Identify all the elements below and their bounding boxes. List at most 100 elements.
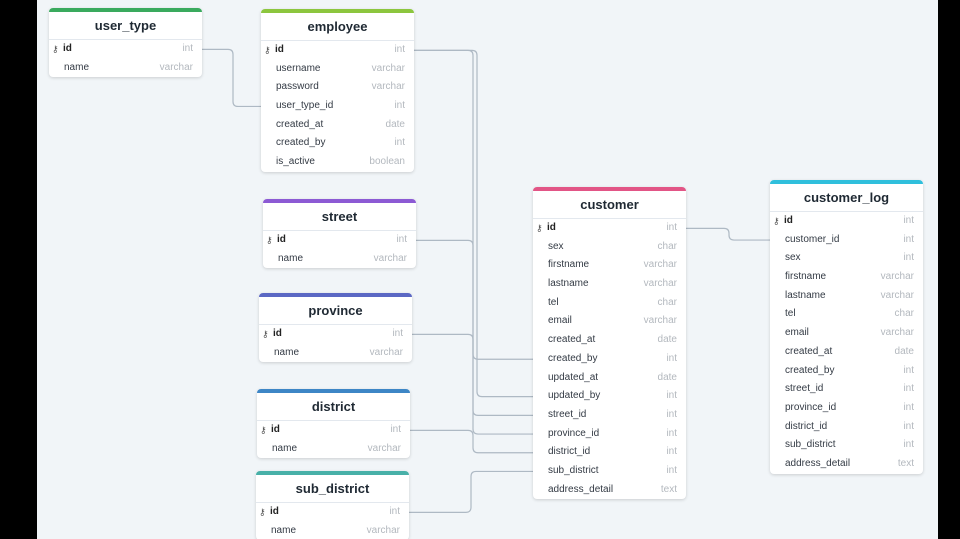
field-row-created_at[interactable]: created_at date [533, 331, 686, 350]
table-color-bar [770, 180, 923, 184]
field-row-created_at[interactable]: created_at date [770, 343, 923, 362]
field-name: firstname [548, 259, 590, 271]
field-row-lastname[interactable]: lastname varchar [533, 275, 686, 294]
field-name: id [273, 328, 282, 339]
field-row-updated_by[interactable]: updated_by int [533, 387, 686, 406]
field-row-address_detail[interactable]: address_detail text [533, 481, 686, 500]
field-type: int [903, 401, 914, 413]
table-title[interactable]: province [259, 297, 412, 325]
field-row-address_detail[interactable]: address_detail text [770, 455, 923, 474]
field-type: varchar [880, 289, 914, 301]
relation-line[interactable] [409, 470, 533, 513]
field-row-firstname[interactable]: firstname varchar [533, 256, 686, 275]
table-title[interactable]: customer [533, 191, 686, 219]
field-row-name[interactable]: name varchar [256, 522, 409, 539]
field-row-created_at[interactable]: created_at date [261, 116, 414, 135]
field-name: address_detail [785, 457, 851, 469]
field-type: char [894, 308, 914, 320]
relation-line[interactable] [412, 333, 533, 435]
field-type: char [657, 240, 677, 252]
field-name: created_at [548, 334, 596, 346]
field-row-username[interactable]: username varchar [261, 60, 414, 79]
field-name: lastname [785, 289, 826, 301]
field-row-province_id[interactable]: province_id int [770, 399, 923, 418]
erd-canvas[interactable]: user_type ⚷ id int name varchar employee ⚷ id in… [37, 0, 938, 539]
field-type: date [657, 334, 677, 346]
field-row-name[interactable]: name varchar [257, 440, 410, 459]
table-title[interactable]: employee [261, 13, 414, 41]
field-name: id [275, 44, 284, 55]
field-row-created_by[interactable]: created_by int [770, 362, 923, 381]
table-employee[interactable]: employee ⚷ id int username varchar password var… [261, 9, 414, 172]
table-customer[interactable]: customer ⚷ id int sex char firstname varchar las… [533, 187, 686, 500]
table-customer_log[interactable]: customer_log ⚷ id int customer_id int sex int fi… [770, 180, 923, 474]
field-name: sub_district [785, 439, 836, 451]
field-row-tel[interactable]: tel char [770, 305, 923, 324]
field-name: created_by [276, 137, 326, 149]
field-row-firstname[interactable]: firstname varchar [770, 268, 923, 287]
field-row-tel[interactable]: tel char [533, 294, 686, 313]
field-row-id[interactable]: ⚷ id int [261, 41, 414, 60]
field-row-updated_at[interactable]: updated_at date [533, 369, 686, 388]
field-row-email[interactable]: email varchar [770, 324, 923, 343]
field-row-sex[interactable]: sex int [770, 249, 923, 268]
table-title[interactable]: user_type [49, 12, 202, 40]
field-row-street_id[interactable]: street_id int [533, 406, 686, 425]
relation-line[interactable] [414, 49, 533, 398]
field-row-district_id[interactable]: district_id int [533, 443, 686, 462]
field-row-email[interactable]: email varchar [533, 312, 686, 331]
field-row-sex[interactable]: sex char [533, 238, 686, 257]
field-row-province_id[interactable]: province_id int [533, 425, 686, 444]
table-title[interactable]: street [263, 203, 416, 231]
relation-line[interactable] [202, 48, 261, 108]
field-row-created_by[interactable]: created_by int [261, 134, 414, 153]
field-row-id[interactable]: ⚷ id int [259, 325, 412, 344]
field-row-name[interactable]: name varchar [259, 344, 412, 363]
field-type: int [903, 252, 914, 264]
table-street[interactable]: street ⚷ id int name varchar [263, 199, 416, 269]
field-type: date [385, 118, 405, 130]
field-row-sub_district[interactable]: sub_district int [533, 462, 686, 481]
field-row-is_active[interactable]: is_active boolean [261, 153, 414, 172]
field-row-street_id[interactable]: street_id int [770, 380, 923, 399]
field-name: customer_id [785, 233, 840, 245]
field-row-district_id[interactable]: district_id int [770, 418, 923, 437]
relation-line[interactable] [686, 227, 770, 241]
field-type: int [666, 222, 677, 233]
field-row-id[interactable]: ⚷ id int [533, 219, 686, 238]
table-title[interactable]: district [257, 393, 410, 421]
table-title[interactable]: sub_district [256, 475, 409, 503]
field-row-user_type_id[interactable]: user_type_id int [261, 97, 414, 116]
field-row-name[interactable]: name varchar [49, 59, 202, 78]
table-sub_district[interactable]: sub_district ⚷ id int name varchar [256, 471, 409, 539]
primary-key-icon: ⚷ [52, 44, 59, 54]
field-type: int [390, 424, 401, 435]
field-type: int [903, 383, 914, 395]
field-row-lastname[interactable]: lastname varchar [770, 287, 923, 306]
field-name: tel [548, 296, 559, 308]
field-name: sex [548, 240, 564, 252]
field-type: int [666, 446, 677, 458]
field-type: int [394, 137, 405, 149]
field-row-sub_district[interactable]: sub_district int [770, 436, 923, 455]
table-user_type[interactable]: user_type ⚷ id int name varchar [49, 8, 202, 78]
relationship-lines [202, 48, 770, 513]
field-row-id[interactable]: ⚷ id int [49, 40, 202, 59]
table-province[interactable]: province ⚷ id int name varchar [259, 293, 412, 363]
field-row-id[interactable]: ⚷ id int [770, 212, 923, 231]
field-row-created_by[interactable]: created_by int [533, 350, 686, 369]
field-row-id[interactable]: ⚷ id int [257, 421, 410, 440]
relation-line[interactable] [410, 429, 533, 454]
field-row-id[interactable]: ⚷ id int [256, 503, 409, 522]
field-row-customer_id[interactable]: customer_id int [770, 231, 923, 250]
field-name: updated_at [548, 371, 599, 383]
field-name: lastname [548, 278, 589, 290]
field-row-name[interactable]: name varchar [263, 250, 416, 269]
table-title[interactable]: customer_log [770, 184, 923, 212]
field-name: password [276, 81, 319, 93]
relation-line[interactable] [416, 239, 533, 416]
field-row-password[interactable]: password varchar [261, 78, 414, 97]
table-district[interactable]: district ⚷ id int name varchar [257, 389, 410, 459]
field-name: name [278, 252, 304, 264]
field-row-id[interactable]: ⚷ id int [263, 231, 416, 250]
